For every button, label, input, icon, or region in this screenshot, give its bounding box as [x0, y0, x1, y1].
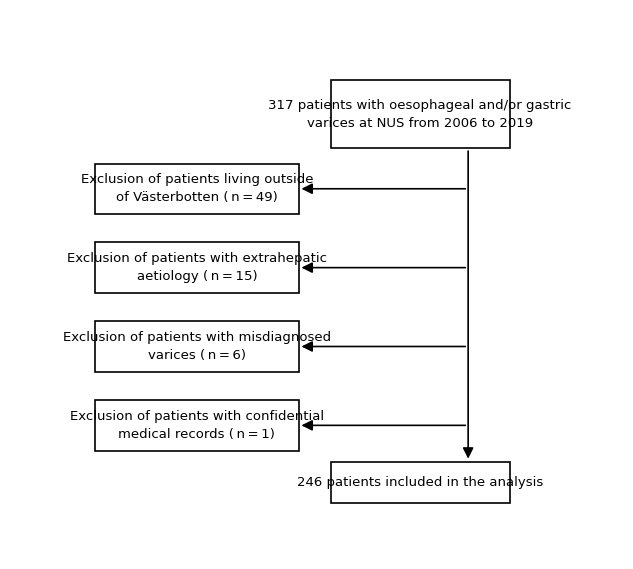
Bar: [95, 400, 299, 451]
Text: Exclusion of patients with confidential
medical records ( n = 1): Exclusion of patients with confidential …: [70, 410, 324, 441]
Bar: [330, 80, 510, 149]
Text: 246 patients included in the analysis: 246 patients included in the analysis: [297, 476, 543, 489]
Text: 317 patients with oesophageal and/or gastric
varices at NUS from 2006 to 2019: 317 patients with oesophageal and/or gas…: [268, 99, 572, 130]
Text: Exclusion of patients living outside
of Västerbotten ( n = 49): Exclusion of patients living outside of …: [80, 174, 313, 204]
Bar: [95, 163, 299, 214]
Bar: [330, 461, 510, 503]
Bar: [95, 242, 299, 293]
Text: Exclusion of patients with extrahepatic
aetiology ( n = 15): Exclusion of patients with extrahepatic …: [67, 252, 327, 283]
Bar: [95, 321, 299, 372]
Text: Exclusion of patients with misdiagnosed
varices ( n = 6): Exclusion of patients with misdiagnosed …: [63, 331, 331, 362]
